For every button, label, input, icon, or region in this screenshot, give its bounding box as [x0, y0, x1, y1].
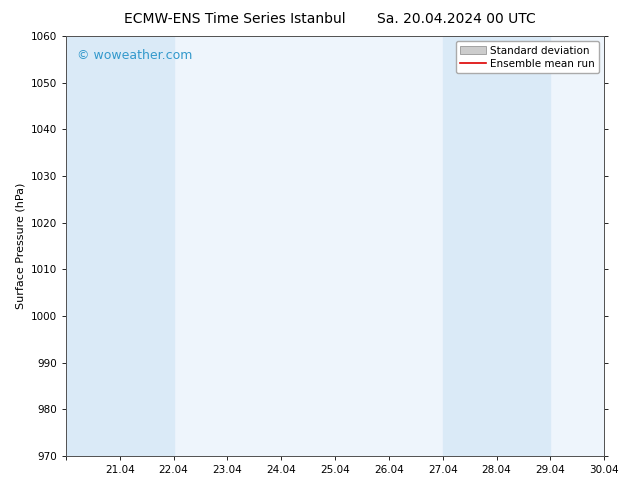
Text: Sa. 20.04.2024 00 UTC: Sa. 20.04.2024 00 UTC: [377, 12, 536, 26]
Bar: [66, 36, 174, 456]
Text: ECMW-ENS Time Series Istanbul: ECMW-ENS Time Series Istanbul: [124, 12, 346, 26]
Y-axis label: Surface Pressure (hPa): Surface Pressure (hPa): [15, 183, 25, 309]
Bar: [443, 36, 550, 456]
Legend: Standard deviation, Ensemble mean run: Standard deviation, Ensemble mean run: [456, 41, 599, 73]
Text: © woweather.com: © woweather.com: [77, 49, 192, 62]
